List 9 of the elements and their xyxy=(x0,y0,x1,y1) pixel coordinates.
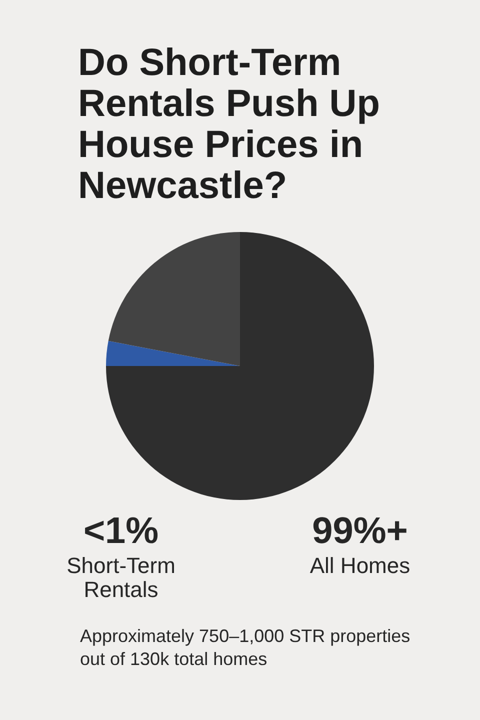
text: <1% xyxy=(83,510,159,551)
pie-slice xyxy=(108,232,240,366)
text: Approximately 750–1,000 STR properties out of 130k total homes xyxy=(80,626,410,669)
text: 99%+ xyxy=(312,510,408,551)
text: Short-Term Rentals xyxy=(66,553,176,602)
pie-slice xyxy=(106,232,374,500)
text: All Homes xyxy=(310,553,410,578)
pie-slice xyxy=(106,340,240,366)
chart-title: Do Short-Term Rentals Push Up House Prices in Newcastle? xyxy=(78,42,380,207)
